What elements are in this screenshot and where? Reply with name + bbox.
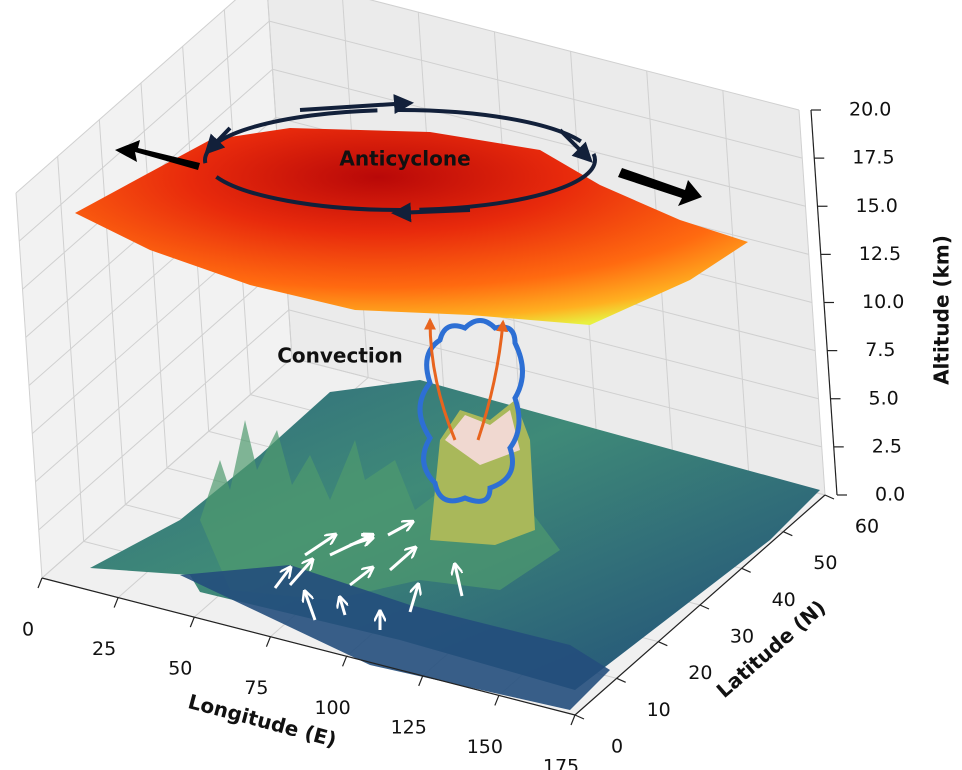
x-tick-label: 100: [314, 697, 350, 719]
grid-line: [41, 357, 293, 579]
y-axis-line: [574, 494, 826, 716]
annotation: Convection: [277, 344, 403, 368]
outflow-arrow: [115, 140, 200, 170]
outflow-arrow: [618, 168, 702, 206]
x-tick: [418, 675, 424, 687]
y-tick-label: 50: [813, 552, 837, 574]
z-tick-label: 10.0: [862, 291, 904, 313]
z-tick-label: 0.0: [875, 484, 905, 506]
x-tick: [113, 597, 119, 608]
x-tick: [37, 577, 43, 589]
surfaces: Anticyclone Convection: [75, 94, 820, 710]
y-tick-label: 60: [855, 516, 879, 538]
grid-line: [369, 0, 800, 111]
x-tick-label: 0: [22, 619, 34, 641]
z-axis-label: Altitude (km): [930, 235, 954, 385]
grid-line: [288, 309, 822, 448]
x-tick-label: 125: [391, 716, 427, 738]
x-tick: [265, 636, 271, 647]
y-tick: [658, 641, 668, 647]
grid-line: [35, 261, 286, 483]
ground-texture: [180, 565, 610, 710]
cloud: [417, 318, 525, 504]
x-tick-label: 25: [92, 638, 116, 660]
z-tick-label: 7.5: [865, 339, 895, 361]
y-tick: [783, 531, 793, 537]
z-tick-label: 20.0: [849, 99, 891, 121]
annotation: Anticyclone: [339, 147, 470, 171]
arrow: [299, 94, 414, 114]
x-tick-label: 150: [467, 736, 503, 758]
y-axis-label: Latitude (N): [712, 595, 831, 703]
x-axis-line: [41, 577, 576, 716]
grid-line: [38, 309, 290, 531]
grid-line: [272, 68, 806, 207]
x-tick: [342, 656, 348, 667]
z-tick-label: 17.5: [852, 147, 894, 169]
y-tick-label: 20: [688, 662, 712, 684]
y-tick: [574, 714, 585, 720]
y-tick-label: 30: [730, 626, 754, 648]
mountain-peak: [445, 410, 520, 465]
y-tick: [616, 677, 626, 683]
z-axis-line: [810, 109, 838, 496]
y-tick-label: 40: [772, 589, 796, 611]
y-tick: [741, 567, 751, 573]
z-tick-label: 12.5: [859, 243, 901, 265]
grid-line: [269, 20, 803, 159]
updraft: [424, 317, 457, 441]
x-tick: [189, 616, 195, 628]
arrow: [558, 128, 593, 163]
grid-line: [15, 0, 237, 194]
z-tick-label: 2.5: [872, 435, 902, 457]
arrow: [204, 126, 232, 155]
x-tick: [494, 695, 500, 706]
y-tick-label: 10: [647, 699, 671, 721]
x-tick-label: 175: [543, 756, 579, 770]
z-tick-label: 15.0: [856, 195, 898, 217]
y-tick: [699, 604, 710, 610]
ground-texture: [200, 420, 560, 600]
y-tick-label: 0: [611, 736, 623, 758]
x-tick-label: 50: [168, 658, 192, 680]
updraft: [476, 319, 509, 441]
inflow: [273, 522, 464, 630]
x-tick: [570, 714, 576, 726]
z-tick-label: 5.0: [869, 387, 899, 409]
y-tick: [824, 494, 835, 500]
x-tick-label: 75: [244, 677, 268, 699]
arrow: [391, 202, 471, 223]
grid-line: [18, 20, 270, 242]
axes: 0 25 50 75 100 125 150 175 0 10 20 30 40 50 60 0.0 2.5 5.…: [22, 99, 954, 770]
